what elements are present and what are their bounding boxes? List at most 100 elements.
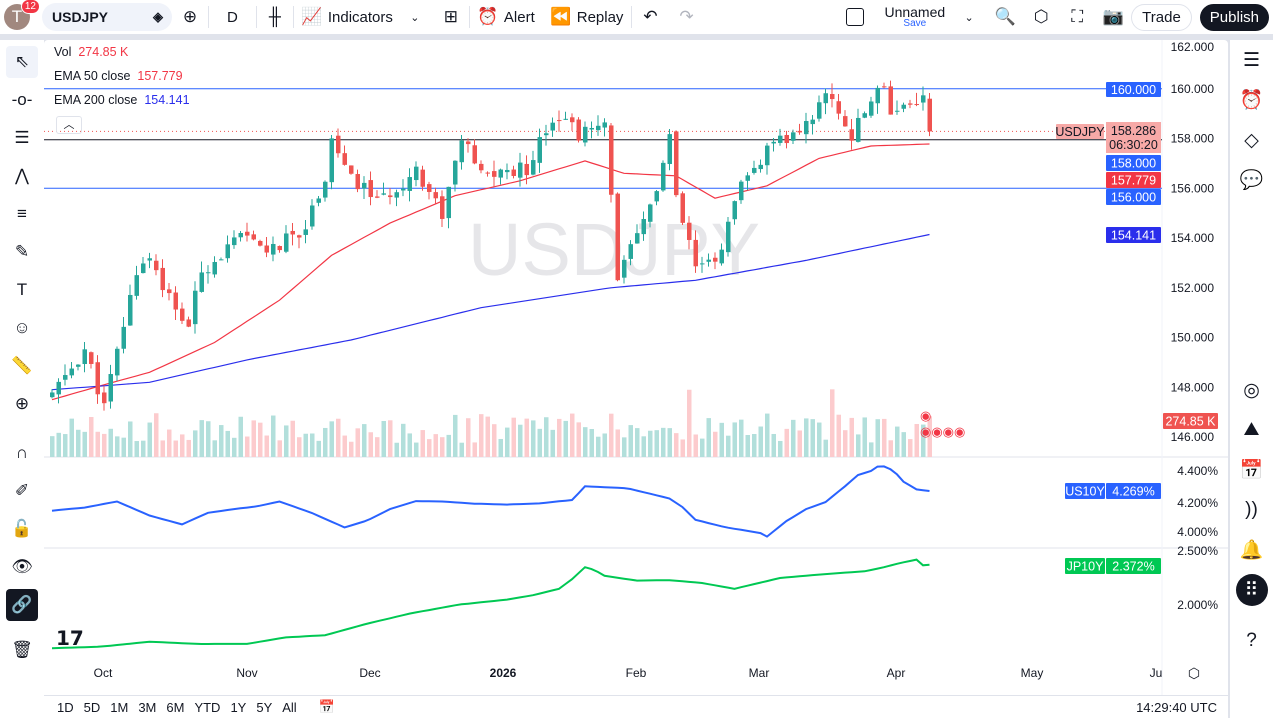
interval-button[interactable]: D: [209, 0, 256, 34]
volume-bar: [674, 433, 679, 457]
range-6m[interactable]: 6M: [166, 699, 185, 715]
watchlist-button[interactable]: ☰: [1236, 44, 1268, 76]
lock-drawings-tool[interactable]: 🔓: [6, 513, 38, 545]
replay-label: Replay: [576, 8, 624, 26]
event-markers[interactable]: ◉ ◉◉◉◉: [920, 408, 966, 439]
layout-button[interactable]: Unnamed Save ⌄: [838, 0, 987, 34]
candle-body: [310, 205, 315, 227]
range-5d[interactable]: 5D: [83, 699, 101, 715]
volume-bar: [82, 431, 87, 457]
volume-bar: [765, 413, 770, 457]
symbol-search[interactable]: USDJPY ◈: [42, 3, 172, 31]
range-1m[interactable]: 1M: [110, 699, 129, 715]
range-all[interactable]: All: [282, 699, 297, 715]
hide-drawings-tool[interactable]: 👁: [6, 551, 38, 583]
clock[interactable]: 14:29:40 UTC: [1136, 699, 1217, 715]
range-1y[interactable]: 1Y: [230, 699, 247, 715]
candle-body: [238, 233, 243, 238]
volume-bar: [180, 434, 185, 457]
screener-button[interactable]: ◎: [1236, 374, 1268, 406]
alerts-button[interactable]: ⏰: [1236, 84, 1268, 116]
chats-button[interactable]: 💬: [1236, 164, 1268, 196]
pattern-tool[interactable]: ⋀: [6, 160, 38, 192]
templates-button[interactable]: ⊞: [433, 0, 469, 34]
label-156-bg: [1106, 189, 1161, 205]
trend-line-tool[interactable]: -o-: [6, 84, 38, 116]
help-button[interactable]: ?: [1236, 625, 1268, 657]
measure-tool[interactable]: 📏: [6, 350, 38, 382]
date-ranges: 1D 5D 1M 3M 6M YTD 1Y 5Y All: [52, 700, 302, 715]
cursor-tool[interactable]: ⇖: [6, 46, 38, 78]
chart-area[interactable]: USDJPY 162.000 160.000 158.000 156.000 154.0…: [44, 40, 1228, 718]
products-button[interactable]: ⠿: [1235, 574, 1268, 606]
settings-button[interactable]: ⬡: [1023, 0, 1059, 34]
calendar-button[interactable]: 📅: [1236, 454, 1268, 486]
icon-tool[interactable]: ☺: [6, 312, 38, 344]
volume-bar: [635, 428, 640, 457]
candle-body: [921, 95, 926, 103]
goto-date-button[interactable]: 📅: [318, 699, 335, 714]
sync-drawings-tool[interactable]: 🔗: [6, 589, 38, 621]
brush-tool[interactable]: ✎: [6, 236, 38, 268]
chart-type-button[interactable]: ╫: [257, 0, 293, 34]
object-tree-button[interactable]: ◇: [1236, 124, 1268, 156]
range-3m[interactable]: 3M: [138, 699, 157, 715]
candle-body: [297, 235, 302, 238]
zoom-tool[interactable]: ⊕: [6, 388, 38, 420]
fullscreen-icon: ⛶: [1071, 7, 1084, 26]
indicators-button[interactable]: 📈 Indicators ⌄: [294, 0, 433, 34]
snapshot-button[interactable]: 📷: [1095, 0, 1131, 34]
volume-bar: [95, 431, 100, 457]
range-5y[interactable]: 5Y: [256, 699, 273, 715]
ema50-value: 157.779: [137, 69, 183, 83]
legend-volume[interactable]: Vol 274.85 K: [54, 45, 128, 59]
candle-body: [784, 134, 789, 144]
volume-bar: [641, 436, 646, 457]
calendar-icon: 📅: [1239, 460, 1264, 481]
diamond-icon[interactable]: ◈: [153, 9, 163, 24]
magnet-tool[interactable]: ∩: [6, 437, 38, 469]
volume-bar: [908, 439, 913, 457]
volume-bar: [888, 440, 893, 457]
fib-tool[interactable]: ☰: [6, 122, 38, 154]
chevron-down-icon[interactable]: ⌄: [410, 11, 420, 24]
compare-symbol-button[interactable]: ⊕: [172, 0, 208, 34]
collapse-legend-button[interactable]: ︿: [56, 116, 82, 134]
chevron-down-icon[interactable]: ⌄: [964, 11, 974, 24]
remove-drawings-tool[interactable]: 🗑: [6, 634, 38, 666]
candle-body: [693, 239, 698, 267]
candle-body: [180, 308, 185, 321]
redo-button[interactable]: ↷: [668, 0, 704, 34]
legend-ema50[interactable]: EMA 50 close 157.779: [54, 69, 183, 83]
text-tool[interactable]: T: [6, 274, 38, 306]
candle-body: [810, 119, 815, 125]
label-160-bg: [1106, 82, 1161, 97]
price-tick: 156.000: [1171, 181, 1215, 195]
candles-icon: ╫: [268, 7, 281, 26]
candle-body: [875, 87, 880, 104]
range-ytd[interactable]: YTD: [194, 699, 221, 715]
volume-bar: [245, 436, 250, 457]
undo-button[interactable]: ↶: [632, 0, 668, 34]
redo-icon: ↷: [679, 7, 694, 26]
volume-bar: [258, 422, 263, 457]
publish-button[interactable]: Publish: [1199, 3, 1269, 31]
quick-search-button[interactable]: 🔍: [987, 0, 1023, 34]
fullscreen-button[interactable]: ⛶: [1059, 0, 1095, 34]
notifications-button[interactable]: 🔔: [1236, 534, 1268, 566]
candle-body: [245, 231, 250, 236]
alert-button[interactable]: ⏰ Alert: [470, 0, 543, 34]
chart-canvas[interactable]: USDJPY 162.000 160.000 158.000 156.000 154.0…: [44, 40, 1228, 695]
volume-bar: [284, 425, 289, 457]
forecast-icon: ≡: [17, 204, 27, 223]
trade-button[interactable]: Trade: [1131, 3, 1192, 31]
range-1d[interactable]: 1D: [57, 699, 74, 715]
user-avatar[interactable]: T 12: [4, 0, 40, 30]
news-button[interactable]: )): [1236, 494, 1268, 526]
ideas-button[interactable]: ⛰: [1236, 414, 1268, 446]
legend-ema200[interactable]: EMA 200 close 154.141: [54, 93, 190, 107]
replay-button[interactable]: ⏪ Replay: [543, 0, 632, 34]
candle-body: [154, 260, 159, 271]
stay-drawing-tool[interactable]: ✐: [6, 475, 38, 507]
prediction-tool[interactable]: ≡: [6, 198, 38, 230]
